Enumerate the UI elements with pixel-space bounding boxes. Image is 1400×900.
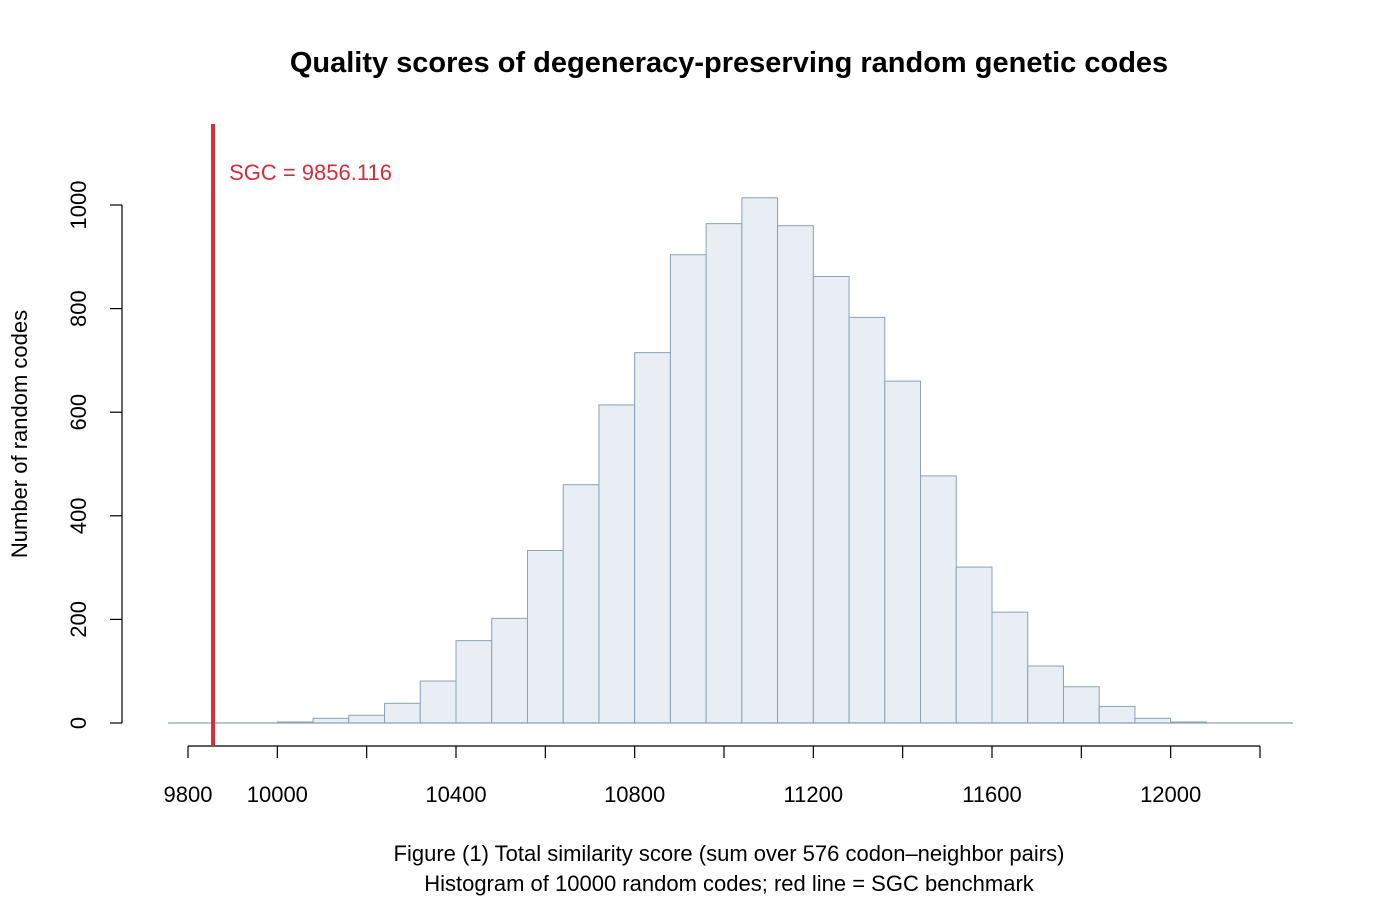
histogram-bar-15 bbox=[777, 225, 814, 724]
histogram-bar-9 bbox=[562, 484, 600, 724]
histogram-bars bbox=[276, 197, 1207, 724]
histogram-bar-12 bbox=[669, 254, 707, 724]
histogram-bar-22 bbox=[1027, 665, 1064, 724]
histogram-bar-17 bbox=[848, 316, 886, 724]
x-tick-label-10000: 10000 bbox=[247, 782, 308, 807]
histogram-bar-10 bbox=[598, 404, 636, 724]
histogram-bar-24 bbox=[1098, 705, 1136, 724]
y-tick-label-600: 600 bbox=[66, 394, 91, 431]
sgc-reference-label: SGC = 9856.116 bbox=[229, 160, 392, 185]
y-tick-label-400: 400 bbox=[66, 497, 91, 534]
histogram-bar-7 bbox=[491, 617, 528, 724]
histogram-bar-5 bbox=[419, 680, 457, 724]
histogram-bar-23 bbox=[1062, 686, 1100, 724]
histogram-bar-16 bbox=[812, 275, 850, 724]
histogram-bar-2 bbox=[312, 717, 350, 724]
histogram-bar-25 bbox=[1134, 717, 1172, 724]
y-tick-label-1000: 1000 bbox=[66, 181, 91, 230]
histogram-bar-19 bbox=[920, 475, 957, 724]
histogram-bar-21 bbox=[991, 611, 1029, 724]
histogram-bar-6 bbox=[455, 640, 493, 724]
histogram-bar-18 bbox=[884, 380, 922, 724]
y-tick-label-0: 0 bbox=[66, 717, 91, 729]
y-tick-label-800: 800 bbox=[66, 290, 91, 327]
x-tick-label-12000: 12000 bbox=[1140, 782, 1201, 807]
x-axis: 9800 10000 10400 10800 11200 11600 12000 bbox=[164, 745, 1261, 807]
x-tick-label-11600: 11600 bbox=[962, 782, 1022, 807]
x-tick-label-11200: 11200 bbox=[784, 782, 844, 807]
chart-title: Quality scores of degeneracy-preserving … bbox=[290, 47, 1168, 79]
x-axis-label: Figure (1) Total similarity score (sum o… bbox=[394, 841, 1065, 866]
x-axis-sublabel: Histogram of 10000 random codes; red lin… bbox=[424, 871, 1035, 896]
histogram-bar-14 bbox=[741, 197, 779, 724]
y-tick-label-200: 200 bbox=[66, 601, 91, 638]
histogram-bar-3 bbox=[348, 714, 386, 724]
histogram-bar-8 bbox=[526, 550, 564, 724]
x-tick-label-10400: 10400 bbox=[425, 782, 486, 807]
histogram-bar-20 bbox=[955, 566, 993, 724]
histogram-bar-11 bbox=[634, 352, 671, 724]
y-axis: 0 200 400 600 800 1000 bbox=[66, 181, 123, 729]
histogram-bar-13 bbox=[705, 223, 743, 724]
x-tick-label-9800: 9800 bbox=[164, 782, 213, 807]
histogram-bar-4 bbox=[384, 702, 421, 724]
x-tick-label-10800: 10800 bbox=[604, 782, 665, 807]
y-axis-label: Number of random codes bbox=[7, 310, 32, 558]
